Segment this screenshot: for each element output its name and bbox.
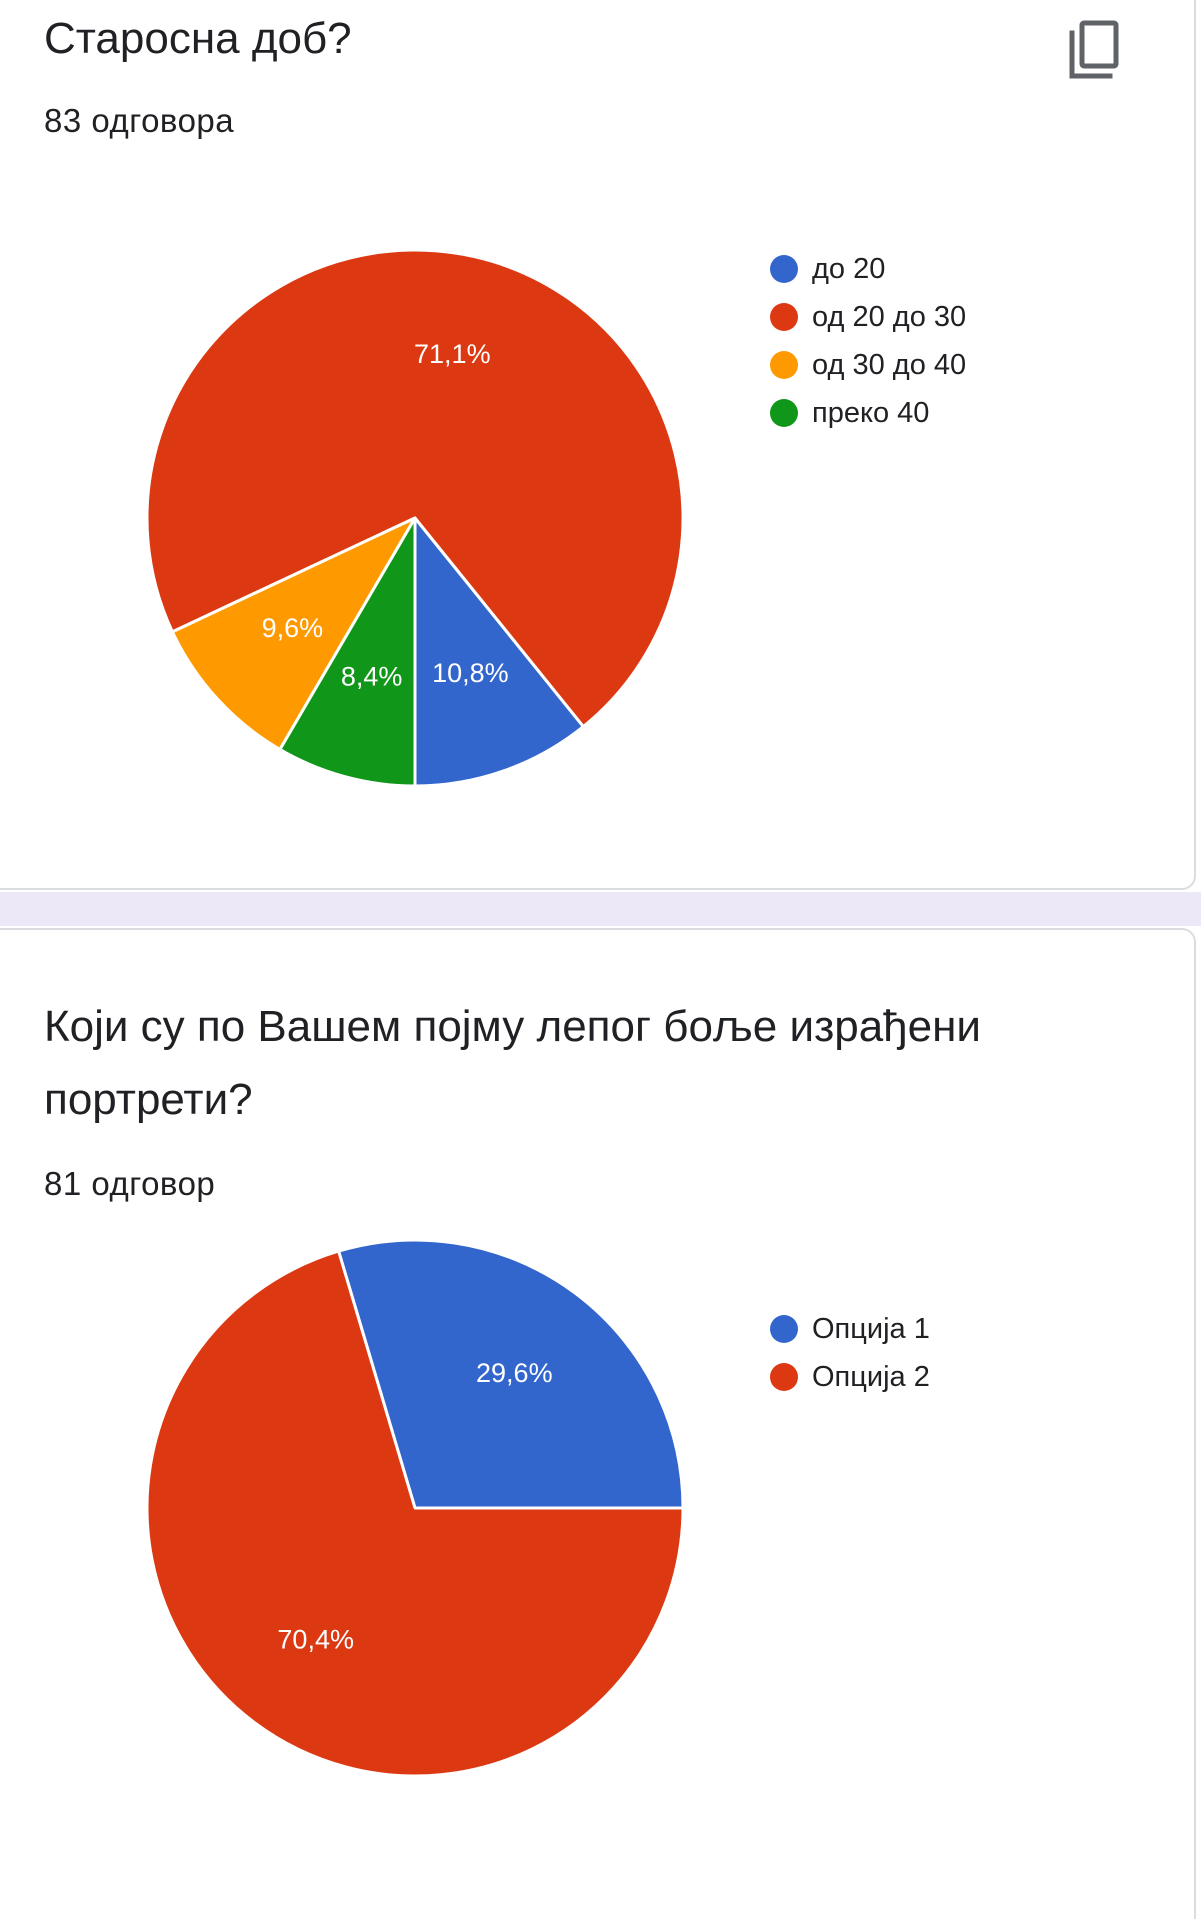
- pie-slice-1[interactable]: [337, 1238, 685, 1510]
- legend-label: од 20 до 30: [812, 300, 967, 333]
- question-title: Старосна доб?: [44, 14, 352, 63]
- slice-percent-label: 10,8%: [432, 658, 509, 688]
- legend-item[interactable]: Опција 2: [770, 1353, 930, 1401]
- slice-percent-label: 71,1%: [414, 339, 491, 369]
- legend-item[interactable]: Опција 1: [770, 1305, 930, 1353]
- chart-legend: Опција 1 Опција 2: [770, 1305, 930, 1401]
- question-title: Који су по Вашем појму лепог боље израђе…: [44, 1002, 981, 1124]
- legend-item[interactable]: од 20 до 30: [770, 293, 966, 341]
- legend-label: од 30 до 40: [812, 348, 967, 381]
- response-count: 83 одговора: [44, 102, 235, 139]
- legend-color-dot: [770, 1315, 798, 1343]
- slice-percent-label: 29,6%: [476, 1358, 553, 1388]
- legend-item[interactable]: преко 40: [770, 389, 966, 437]
- pie-slice-2[interactable]: [145, 248, 685, 729]
- legend-item[interactable]: од 30 до 40: [770, 341, 966, 389]
- legend-label: Опција 1: [812, 1312, 930, 1345]
- pie-chart-portraits: 29,6% 70,4%: [145, 1238, 685, 1778]
- pie-slice-3[interactable]: [170, 516, 417, 751]
- legend-label: Опција 2: [812, 1360, 930, 1393]
- legend-color-dot: [770, 351, 798, 379]
- copy-icon: [1069, 20, 1119, 79]
- chart-legend: до 20 од 20 до 30 од 30 до 40 преко 40: [770, 245, 966, 437]
- slice-percent-label: 8,4%: [341, 662, 403, 692]
- pie-slice-1[interactable]: [413, 516, 585, 788]
- legend-label: преко 40: [812, 396, 930, 429]
- legend-label: до 20: [812, 252, 886, 285]
- card-separator: [0, 892, 1201, 926]
- legend-color-dot: [770, 303, 798, 331]
- slice-percent-label: 70,4%: [277, 1624, 354, 1654]
- pie-slice-2[interactable]: [145, 1249, 685, 1778]
- response-count: 81 одговор: [44, 1165, 216, 1202]
- legend-color-dot: [770, 399, 798, 427]
- legend-item[interactable]: до 20: [770, 245, 966, 293]
- slice-percent-label: 9,6%: [262, 613, 324, 643]
- pie-chart-age: 10,8% 71,1% 9,6% 8,4%: [145, 248, 685, 788]
- copy-chart-button[interactable]: [1058, 14, 1130, 86]
- legend-color-dot: [770, 255, 798, 283]
- question-card-age: Старосна доб? 83 одговора 10,8% 71,1% 9,6%…: [0, 0, 1196, 890]
- question-card-portraits: Који су по Вашем појму лепог боље израђе…: [0, 928, 1196, 1919]
- legend-color-dot: [770, 1363, 798, 1391]
- pie-slice-4[interactable]: [278, 516, 417, 788]
